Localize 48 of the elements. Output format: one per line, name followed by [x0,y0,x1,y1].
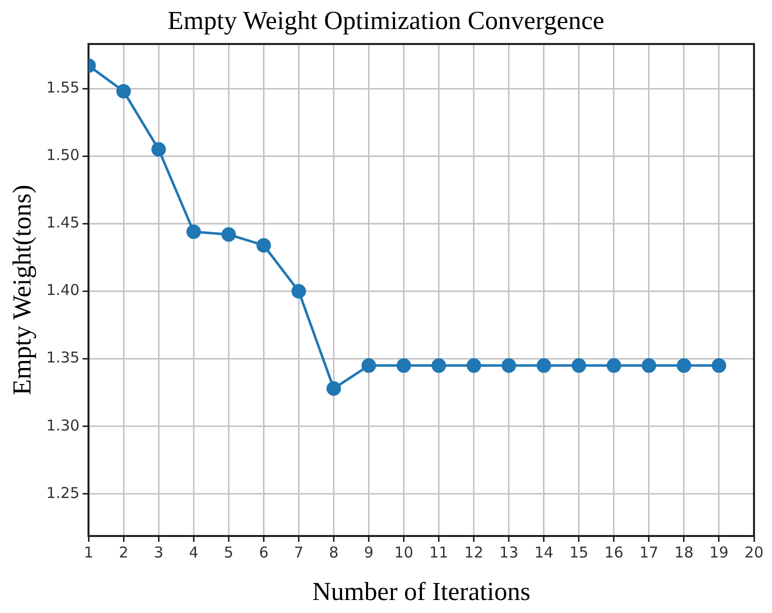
x-tick-label: 6 [258,544,268,562]
point [221,227,236,242]
point [502,358,516,373]
x-tick-label: 1 [84,544,94,562]
point [396,358,412,373]
point [466,358,482,373]
point [116,84,131,99]
point [326,381,341,396]
x-tick-label: 9 [364,544,374,562]
point [291,284,306,298]
y-tick-label: 1.25 [46,484,80,502]
point [712,358,726,373]
y-tick-label: 1.50 [46,146,80,164]
point [572,358,586,373]
point [256,238,271,253]
x-tick-label: 13 [499,544,518,562]
x-tick-label: 20 [744,544,764,562]
x-tick-label: 17 [639,544,658,562]
x-tick-label: 3 [154,544,164,562]
chart-title: Empty Weight Optimization Convergence [166,6,606,36]
point [151,142,166,157]
point [186,224,201,240]
x-tick-label: 19 [709,544,729,562]
point [606,358,622,373]
y-tick-label: 1.45 [46,214,80,232]
point [432,358,446,373]
y-tick-label: 1.30 [46,416,80,434]
point [642,358,656,373]
x-tick-label: 11 [429,544,448,562]
point [362,358,376,373]
y-axis-title: Empty Weight(tons) [7,184,36,396]
y-tick-label: 1.55 [46,78,80,96]
x-tick-label: 12 [464,544,484,562]
x-tick-label: 4 [188,544,198,562]
x-tick-label: 16 [604,544,624,562]
x-tick-label: 8 [328,544,339,562]
point [676,358,692,373]
point [536,358,552,373]
x-axis-title: Number of Iterations [312,577,530,606]
x-tick-label: 7 [294,544,304,562]
x-tick-label: 14 [534,544,554,562]
x-tick-label: 18 [674,544,694,562]
x-tick-label: 5 [224,544,234,562]
y-tick-label: 1.40 [46,281,80,300]
x-tick-label: 10 [394,544,414,562]
x-tick-label: 2 [118,544,128,562]
x-tick-label: 15 [569,544,588,562]
y-tick-label: 1.35 [46,348,80,367]
